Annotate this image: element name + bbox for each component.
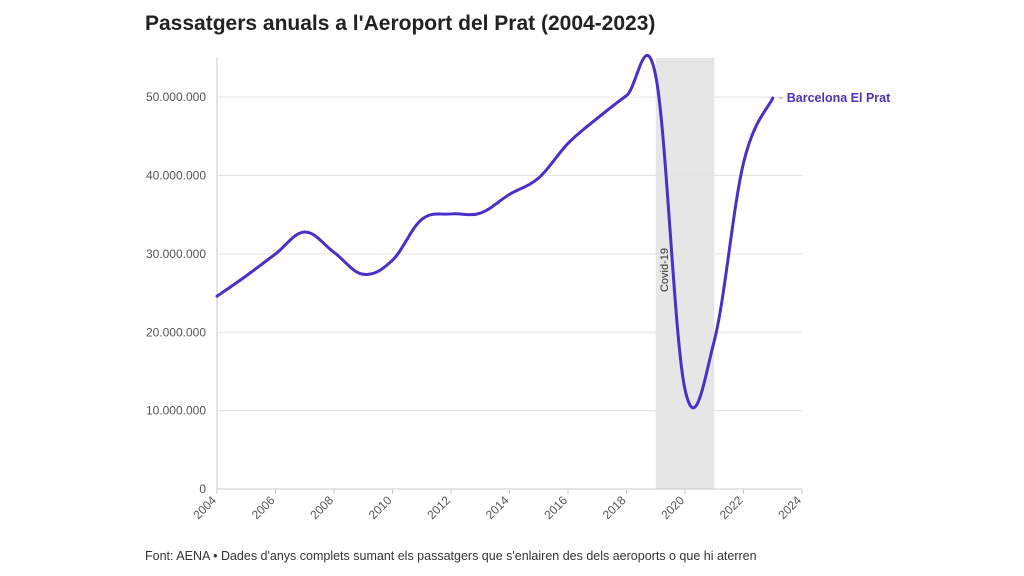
x-tick-label: 2012 xyxy=(424,493,453,522)
x-tick-label: 2022 xyxy=(717,493,746,522)
source-note: Font: AENA • Dades d'anys complets suman… xyxy=(145,549,757,563)
x-tick-label: 2024 xyxy=(775,493,804,522)
covid-band xyxy=(655,58,715,489)
x-tick-label: 2016 xyxy=(541,493,570,522)
x-tick-label: 2008 xyxy=(307,493,336,522)
y-tick-label: 10.000.000 xyxy=(146,404,206,418)
y-tick-label: 50.000.000 xyxy=(146,90,206,104)
y-tick-label: 40.000.000 xyxy=(146,169,206,183)
x-tick-label: 2006 xyxy=(249,493,278,522)
series-line-barcelona-el-prat xyxy=(215,54,775,410)
x-tick-label: 2018 xyxy=(600,493,629,522)
x-tick-label: 2004 xyxy=(190,493,219,522)
x-tick-label: 2010 xyxy=(366,493,395,522)
y-tick-label: 20.000.000 xyxy=(146,325,206,339)
covid-band-label: Covid-19 xyxy=(659,248,671,292)
x-tick-label: 2014 xyxy=(483,493,512,522)
chart-title: Passatgers anuals a l'Aeroport del Prat … xyxy=(145,12,656,35)
y-tick-label: 0 xyxy=(199,482,206,496)
x-tick-label: 2020 xyxy=(658,493,687,522)
y-tick-label: 30.000.000 xyxy=(146,247,206,261)
series-label: Barcelona El Prat xyxy=(787,91,891,105)
